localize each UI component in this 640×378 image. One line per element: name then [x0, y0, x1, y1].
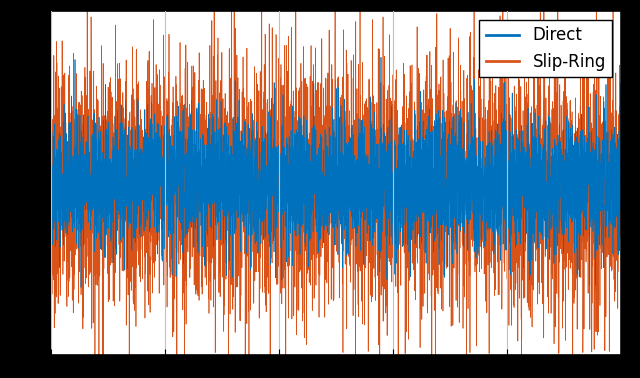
- Direct: [77, 285, 85, 290]
- Direct: [516, 131, 524, 136]
- Direct: [47, 165, 55, 170]
- Slip-Ring: [47, 74, 55, 79]
- Slip-Ring: [617, 233, 625, 237]
- Legend: Direct, Slip-Ring: Direct, Slip-Ring: [479, 20, 612, 77]
- Direct: [377, 55, 385, 60]
- Direct: [472, 246, 480, 250]
- Direct: [617, 208, 625, 213]
- Slip-Ring: [151, 275, 159, 280]
- Direct: [265, 109, 273, 114]
- Slip-Ring: [389, 170, 397, 175]
- Slip-Ring: [265, 178, 273, 183]
- Direct: [418, 147, 426, 152]
- Slip-Ring: [472, 166, 480, 171]
- Slip-Ring: [418, 191, 426, 195]
- Direct: [151, 112, 159, 116]
- Line: Direct: Direct: [51, 57, 621, 287]
- Slip-Ring: [516, 217, 524, 222]
- Direct: [389, 242, 397, 247]
- Line: Slip-Ring: Slip-Ring: [51, 0, 621, 378]
